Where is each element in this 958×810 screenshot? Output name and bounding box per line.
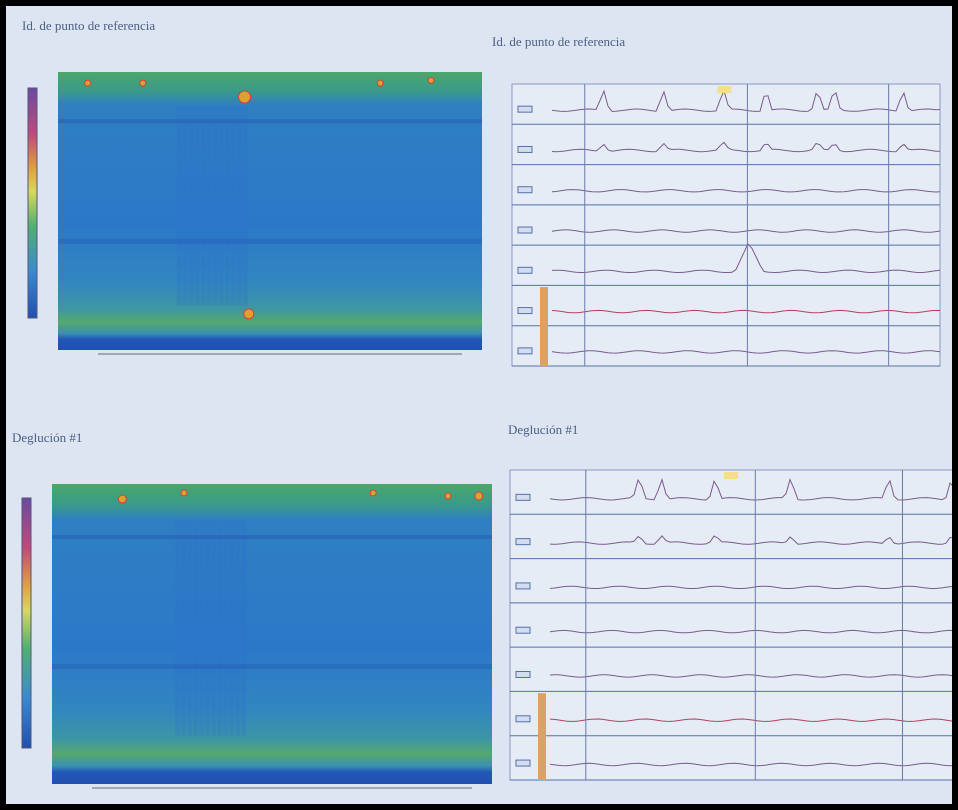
heatmap — [58, 72, 482, 350]
heatmap-band — [52, 535, 492, 539]
channel-tag — [516, 760, 530, 766]
heatmap-band — [189, 105, 194, 305]
heatmap-peak — [140, 80, 146, 86]
channel-tag — [518, 308, 532, 314]
heatmap-peak — [475, 492, 483, 500]
heatmap-peak — [428, 77, 434, 83]
trace-frame — [510, 470, 952, 780]
line-tracing — [510, 470, 952, 780]
heatmap-band — [52, 664, 492, 669]
color-scale — [28, 88, 37, 318]
line-tracing — [512, 84, 940, 366]
heatmap-peak — [118, 495, 126, 503]
sphincter-zone — [538, 693, 546, 780]
heatmap-band — [193, 520, 198, 736]
channel-tag — [518, 146, 532, 152]
heatmap-band — [175, 520, 180, 736]
heatmap-band — [177, 105, 182, 305]
screen: {"panels": [ {"heading": "Id. de punto d… — [0, 0, 958, 810]
marker-label — [724, 472, 738, 479]
heatmap-band — [58, 239, 482, 244]
heatmap-peak — [445, 493, 451, 499]
heatmap-band — [219, 105, 224, 305]
heatmap-peak — [377, 80, 383, 86]
heatmap-band — [205, 520, 210, 736]
channel-tag — [516, 539, 530, 545]
sphincter-zone — [540, 287, 548, 366]
color-scale — [22, 498, 31, 748]
channel-tag — [516, 672, 530, 678]
heatmap-peak — [244, 309, 254, 319]
channel-tag — [518, 348, 532, 354]
heatmap-band — [235, 520, 240, 736]
trace-frame — [512, 84, 940, 366]
channel-tag — [518, 106, 532, 112]
pressure-topography — [28, 72, 482, 354]
heatmap-band — [217, 520, 222, 736]
figure-layer — [6, 6, 952, 804]
channel-tag — [518, 267, 532, 273]
marker-label — [717, 86, 731, 93]
heatmap-peak — [370, 490, 376, 496]
heatmap-peak — [85, 80, 91, 86]
channel-tag — [516, 716, 530, 722]
heatmap-band — [213, 105, 218, 305]
heatmap-band — [201, 105, 206, 305]
channel-tag — [516, 494, 530, 500]
heatmap-peak — [181, 490, 187, 496]
heatmap-band — [195, 105, 200, 305]
heatmap-band — [187, 520, 192, 736]
heatmap-band — [199, 520, 204, 736]
heatmap-band — [207, 105, 212, 305]
heatmap-band — [243, 105, 248, 305]
pressure-topography — [22, 484, 492, 788]
heatmap-band — [58, 119, 482, 123]
heatmap-band — [237, 105, 242, 305]
channel-tag — [516, 627, 530, 633]
heatmap-band — [241, 520, 246, 736]
heatmap-band — [223, 520, 228, 736]
channel-tag — [518, 227, 532, 233]
heatmap-band — [183, 105, 188, 305]
heatmap — [52, 484, 492, 784]
channel-tag — [518, 187, 532, 193]
printed-page: Id. de punto de referencia Id. de punto … — [6, 6, 952, 804]
heatmap-band — [211, 520, 216, 736]
heatmap-band — [225, 105, 230, 305]
heatmap-band — [231, 105, 236, 305]
channel-tag — [516, 583, 530, 589]
heatmap-peak — [239, 91, 251, 103]
heatmap-band — [181, 520, 186, 736]
heatmap-band — [229, 520, 234, 736]
